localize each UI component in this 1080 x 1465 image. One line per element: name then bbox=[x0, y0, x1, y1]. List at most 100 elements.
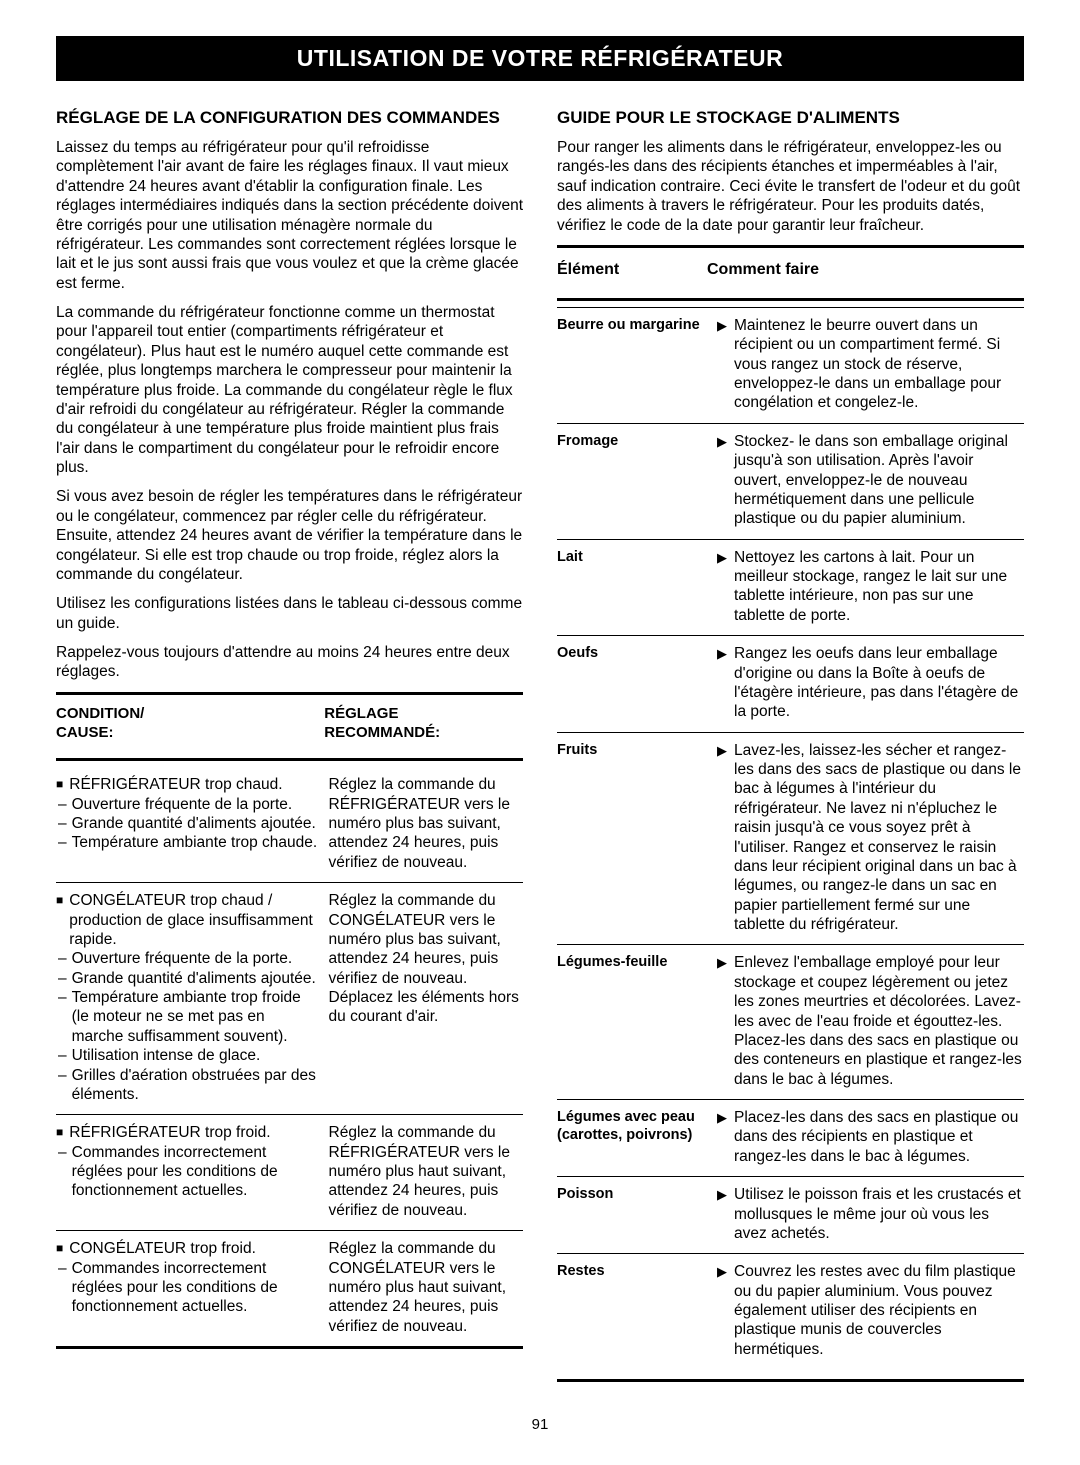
right-intro: Pour ranger les aliments dans le réfrigé… bbox=[557, 138, 1024, 235]
condition-sub: –Grilles d'aération obstruées par des él… bbox=[56, 1066, 319, 1105]
food-row: Oeufs▶Rangez les oeufs dans leur emballa… bbox=[557, 635, 1024, 732]
settings-head-right-l2: RECOMMANDÉ: bbox=[324, 724, 523, 743]
dash-icon: – bbox=[58, 833, 67, 852]
right-title: GUIDE POUR LE STOCKAGE D'ALIMENTS bbox=[557, 107, 1024, 128]
triangle-bullet-icon: ▶ bbox=[717, 432, 727, 529]
dash-icon: – bbox=[58, 988, 67, 1046]
food-head-item: Élément bbox=[557, 260, 707, 280]
condition-sub: –Température ambiante trop chaude. bbox=[56, 833, 319, 852]
settings-head-right-l1: RÉGLAGE bbox=[324, 705, 523, 724]
food-row: Fromage▶Stockez- le dans son emballage o… bbox=[557, 423, 1024, 539]
food-table-top-rule bbox=[557, 245, 1024, 248]
dash-icon: – bbox=[58, 1046, 67, 1065]
condition-sub: –Commandes incorrectement réglées pour l… bbox=[56, 1259, 319, 1317]
condition-sub-text: Grande quantité d'aliments ajoutée. bbox=[72, 969, 316, 988]
settings-table-header: CONDITION/ CAUSE: RÉGLAGE RECOMMANDÉ: bbox=[56, 701, 523, 749]
food-item: Légumes-feuille bbox=[557, 953, 707, 1089]
bullet-square-icon: ■ bbox=[56, 1123, 63, 1141]
food-how-text: Stockez- le dans son emballage original … bbox=[734, 432, 1024, 529]
food-table-header: Élément Comment faire bbox=[557, 254, 1024, 288]
triangle-bullet-icon: ▶ bbox=[717, 548, 727, 626]
dash-icon: – bbox=[58, 814, 67, 833]
food-row: Légumes-feuille▶Enlevez l'emballage empl… bbox=[557, 944, 1024, 1099]
condition-main: ■ CONGÉLATEUR trop froid. bbox=[56, 1239, 319, 1258]
condition-sub-text: Température ambiante trop chaude. bbox=[72, 833, 318, 852]
section-banner: UTILISATION DE VOTRE RÉFRIGÉRATEUR bbox=[56, 36, 1024, 81]
condition-main-text: CONGÉLATEUR trop chaud / production de g… bbox=[69, 891, 318, 949]
condition-sub: –Température ambiante trop froide (le mo… bbox=[56, 988, 319, 1046]
condition-main-text: RÉFRIGÉRATEUR trop froid. bbox=[69, 1123, 270, 1142]
condition-main-text: RÉFRIGÉRATEUR trop chaud. bbox=[69, 775, 282, 794]
food-how-text: Maintenez le beurre ouvert dans un récip… bbox=[734, 316, 1024, 413]
triangle-bullet-icon: ▶ bbox=[717, 1185, 727, 1243]
condition-sub: –Grande quantité d'aliments ajoutée. bbox=[56, 969, 319, 988]
bullet-square-icon: ■ bbox=[56, 891, 63, 909]
condition-sub-text: Grilles d'aération obstruées par des élé… bbox=[72, 1066, 319, 1105]
left-p1: Laissez du temps au réfrigérateur pour q… bbox=[56, 138, 523, 293]
food-row: Poisson▶Utilisez le poisson frais et les… bbox=[557, 1176, 1024, 1253]
food-table-head-rule bbox=[557, 298, 1024, 301]
condition-sub-text: Commandes incorrectement réglées pour le… bbox=[72, 1259, 319, 1317]
condition-sub-text: Ouverture fréquente de la porte. bbox=[72, 949, 293, 968]
condition-main: ■ RÉFRIGÉRATEUR trop froid. bbox=[56, 1123, 319, 1142]
food-row: Lait▶Nettoyez les cartons à lait. Pour u… bbox=[557, 539, 1024, 636]
settings-row: ■ RÉFRIGÉRATEUR trop froid.–Commandes inc… bbox=[56, 1115, 523, 1231]
food-how-text: Couvrez les restes avec du film plastiqu… bbox=[734, 1262, 1024, 1359]
condition-sub: –Utilisation intense de glace. bbox=[56, 1046, 319, 1065]
food-item: Lait bbox=[557, 548, 707, 626]
settings-row: ■ CONGÉLATEUR trop froid.–Commandes incor… bbox=[56, 1231, 523, 1349]
food-how-text: Nettoyez les cartons à lait. Pour un mei… bbox=[734, 548, 1024, 626]
triangle-bullet-icon: ▶ bbox=[717, 1108, 727, 1166]
triangle-bullet-icon: ▶ bbox=[717, 316, 727, 413]
food-table-body: Beurre ou margarine▶Maintenez le beurre … bbox=[557, 307, 1024, 1369]
food-how-text: Enlevez l'emballage employé pour leur st… bbox=[734, 953, 1024, 1089]
right-column: GUIDE POUR LE STOCKAGE D'ALIMENTS Pour r… bbox=[557, 107, 1024, 1388]
condition-sub-text: Utilisation intense de glace. bbox=[72, 1046, 261, 1065]
recommendation-text: Réglez la commande du RÉFRIGÉRATEUR vers… bbox=[329, 775, 523, 872]
food-item: Fruits bbox=[557, 741, 707, 935]
bullet-square-icon: ■ bbox=[56, 775, 63, 793]
recommendation-text: Réglez la commande du CONGÉLATEUR vers l… bbox=[329, 1239, 523, 1336]
left-p2: La commande du réfrigérateur fonctionne … bbox=[56, 303, 523, 477]
dash-icon: – bbox=[58, 1143, 67, 1201]
condition-main: ■ CONGÉLATEUR trop chaud / production de … bbox=[56, 891, 319, 949]
condition-sub: –Commandes incorrectement réglées pour l… bbox=[56, 1143, 319, 1201]
food-how-text: Utilisez le poisson frais et les crustac… bbox=[734, 1185, 1024, 1243]
food-how-text: Rangez les oeufs dans leur emballage d'o… bbox=[734, 644, 1024, 722]
bullet-square-icon: ■ bbox=[56, 1239, 63, 1257]
food-row: Fruits▶Lavez-les, laissez-les sécher et … bbox=[557, 732, 1024, 945]
dash-icon: – bbox=[58, 969, 67, 988]
condition-sub: –Ouverture fréquente de la porte. bbox=[56, 949, 319, 968]
settings-table-head-rule bbox=[56, 758, 523, 761]
left-p4: Utilisez les configurations listées dans… bbox=[56, 594, 523, 633]
food-head-how: Comment faire bbox=[707, 260, 1024, 280]
food-item: Restes bbox=[557, 1262, 707, 1359]
dash-icon: – bbox=[58, 795, 67, 814]
food-row: Légumes avec peau (carottes, poivrons)▶P… bbox=[557, 1099, 1024, 1176]
condition-sub: –Ouverture fréquente de la porte. bbox=[56, 795, 319, 814]
food-table-bottom-rule bbox=[557, 1379, 1024, 1382]
condition-sub-text: Commandes incorrectement réglées pour le… bbox=[72, 1143, 319, 1201]
left-p5: Rappelez-vous toujours d'attendre au moi… bbox=[56, 643, 523, 682]
condition-sub-text: Température ambiante trop froide (le mot… bbox=[72, 988, 319, 1046]
dash-icon: – bbox=[58, 1259, 67, 1317]
food-item: Poisson bbox=[557, 1185, 707, 1243]
condition-sub: –Grande quantité d'aliments ajoutée. bbox=[56, 814, 319, 833]
triangle-bullet-icon: ▶ bbox=[717, 953, 727, 1089]
triangle-bullet-icon: ▶ bbox=[717, 741, 727, 935]
dash-icon: – bbox=[58, 949, 67, 968]
settings-table-top-rule bbox=[56, 692, 523, 695]
food-how-text: Placez-les dans des sacs en plastique ou… bbox=[734, 1108, 1024, 1166]
condition-sub-text: Ouverture fréquente de la porte. bbox=[72, 795, 293, 814]
left-p3: Si vous avez besoin de régler les tempér… bbox=[56, 487, 523, 584]
food-row: Restes▶Couvrez les restes avec du film p… bbox=[557, 1253, 1024, 1369]
settings-row: ■RÉFRIGÉRATEUR trop chaud.–Ouverture fré… bbox=[56, 767, 523, 883]
condition-main: ■ RÉFRIGÉRATEUR trop chaud. bbox=[56, 775, 319, 794]
dash-icon: – bbox=[58, 1066, 67, 1105]
recommendation-text: Réglez la commande du RÉFRIGÉRATEUR vers… bbox=[329, 1123, 523, 1220]
food-item: Légumes avec peau (carottes, poivrons) bbox=[557, 1108, 707, 1166]
two-column-layout: RÉGLAGE DE LA CONFIGURATION DES COMMANDE… bbox=[56, 107, 1024, 1388]
settings-head-left-l2: CAUSE: bbox=[56, 724, 324, 743]
condition-main-text: CONGÉLATEUR trop froid. bbox=[69, 1239, 256, 1258]
food-item: Beurre ou margarine bbox=[557, 316, 707, 413]
